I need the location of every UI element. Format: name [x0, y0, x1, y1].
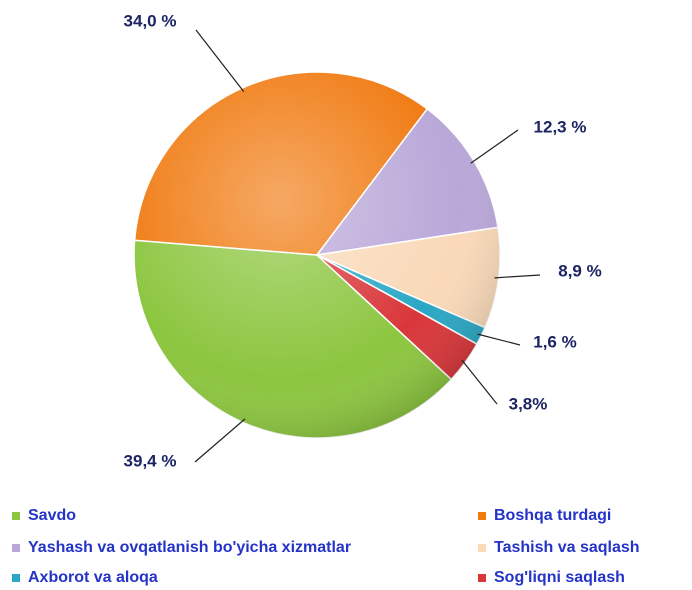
- legend-marker: [12, 544, 20, 552]
- data-label: 1,6 %: [533, 332, 576, 351]
- data-label: 3,8%: [509, 394, 548, 413]
- leader-line: [477, 333, 521, 346]
- legend-marker: [478, 512, 486, 520]
- leader-line: [494, 274, 541, 279]
- legend-marker: [12, 512, 20, 520]
- data-label: 39,4 %: [124, 451, 177, 470]
- legend-label: Savdo: [28, 507, 76, 524]
- legend-marker: [478, 544, 486, 552]
- pie: [133, 71, 501, 439]
- legend-label: Sog'liqni saqlash: [494, 569, 625, 586]
- leader-line: [195, 29, 245, 93]
- legend-label: Tashish va saqlash: [494, 539, 640, 556]
- leader-line: [470, 129, 519, 164]
- leader-line: [194, 418, 246, 463]
- legend-marker: [478, 574, 486, 582]
- legend-label: Boshqa turdagi: [494, 507, 611, 524]
- legend-label: Axborot va aloqa: [28, 569, 158, 586]
- data-label: 8,9 %: [558, 261, 601, 280]
- leader-line: [461, 359, 498, 405]
- data-label: 12,3 %: [534, 117, 587, 136]
- data-label: 34,0 %: [124, 11, 177, 30]
- legend-label: Yashash va ovqatlanish bo'yicha xizmatla…: [28, 539, 351, 556]
- legend-marker: [12, 574, 20, 582]
